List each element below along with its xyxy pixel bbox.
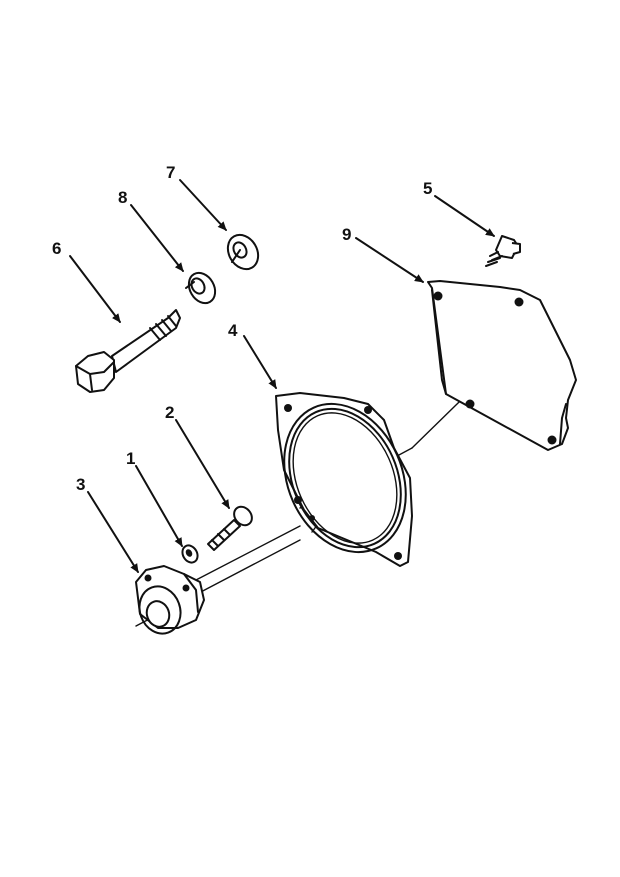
hex-bolt-part [75,309,181,393]
callout-7: 7 [166,163,175,182]
lock-washer-part-8 [185,271,217,305]
callout-1: 1 [126,449,135,468]
bushing-part [135,565,205,635]
callout-2: 2 [165,403,174,422]
screw-part-2 [207,505,253,551]
washer-part-7 [226,233,260,271]
callout-5: 5 [423,179,432,198]
cover-plate-part [427,280,577,451]
gasket-flange-part [275,392,413,567]
leader-arrows [69,179,495,573]
callout-9: 9 [342,225,351,244]
callout-6: 6 [52,239,61,258]
callout-4: 4 [228,321,238,340]
screw-part-5 [485,235,521,267]
callout-8: 8 [118,188,127,207]
lock-washer-part-1 [181,544,199,564]
callout-3: 3 [76,475,85,494]
